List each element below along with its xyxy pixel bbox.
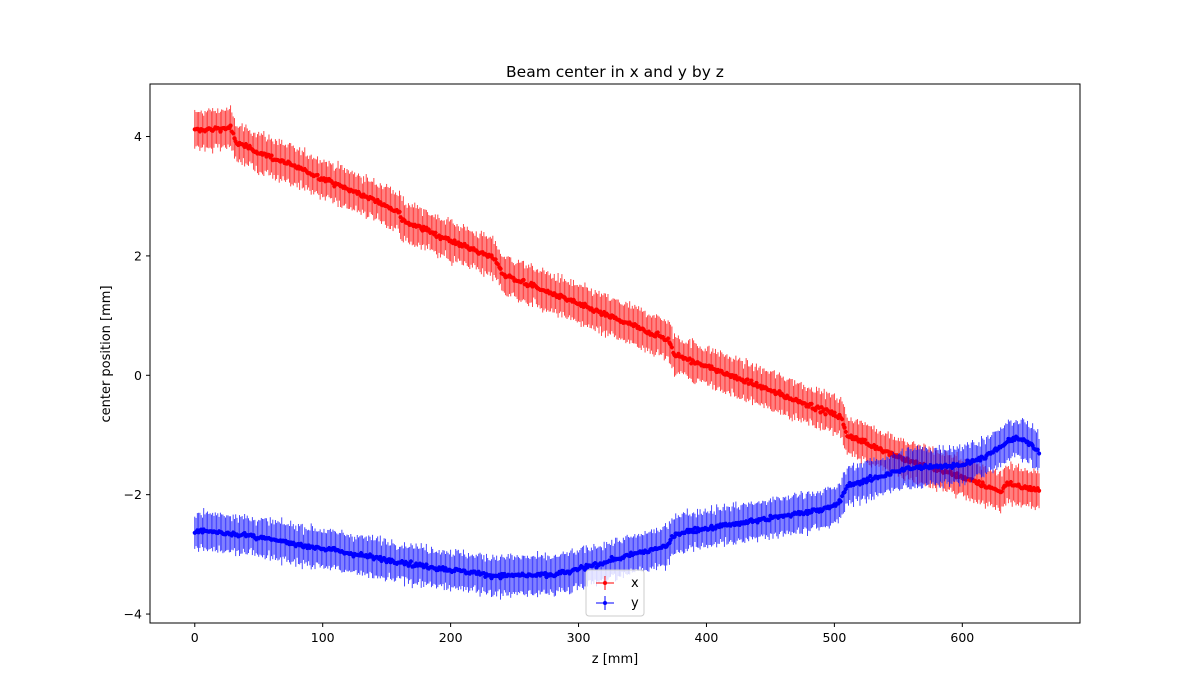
data-point bbox=[665, 336, 671, 341]
chart-title: Beam center in x and y by z bbox=[506, 63, 724, 81]
data-point bbox=[269, 153, 274, 158]
data-point bbox=[1036, 451, 1042, 456]
data-point bbox=[862, 437, 868, 442]
y-tick-label: 4 bbox=[134, 129, 142, 144]
legend: x y bbox=[585, 569, 645, 617]
data-point bbox=[809, 401, 814, 406]
legend-entry-y: y bbox=[596, 596, 639, 611]
x-tick-label: 500 bbox=[822, 630, 846, 645]
data-point bbox=[424, 562, 429, 567]
data-point bbox=[667, 540, 672, 546]
legend-frame bbox=[585, 569, 645, 617]
data-point bbox=[978, 458, 983, 463]
data-point bbox=[397, 209, 402, 214]
data-point bbox=[582, 567, 588, 572]
y-axis: −4 −2 0 2 4 bbox=[124, 129, 150, 622]
data-point bbox=[868, 473, 873, 479]
plot-area bbox=[149, 83, 1081, 624]
data-point bbox=[521, 277, 526, 283]
legend-label-y: y bbox=[631, 596, 639, 611]
y-tick-label: −2 bbox=[124, 487, 142, 502]
data-point bbox=[655, 330, 660, 335]
series-y-points bbox=[192, 434, 1042, 581]
series-y bbox=[192, 418, 1042, 600]
data-point bbox=[838, 499, 843, 504]
x-tick-label: 100 bbox=[311, 630, 335, 645]
data-point bbox=[498, 266, 503, 271]
data-point bbox=[231, 131, 236, 136]
data-point bbox=[1035, 447, 1040, 452]
y-tick-label: −4 bbox=[124, 607, 142, 622]
series-x bbox=[192, 105, 1042, 514]
data-point bbox=[493, 257, 498, 262]
data-point bbox=[964, 461, 969, 467]
data-point bbox=[669, 345, 675, 350]
axes-frame bbox=[149, 83, 1081, 624]
data-point bbox=[754, 380, 759, 386]
x-axis-label: z [mm] bbox=[592, 652, 638, 667]
x-tick-label: 200 bbox=[439, 630, 463, 645]
y-tick-label: 2 bbox=[134, 248, 142, 263]
x-axis: 0 100 200 300 400 500 600 bbox=[191, 623, 974, 645]
data-point bbox=[823, 412, 828, 417]
series-layer bbox=[192, 105, 1042, 600]
data-point bbox=[315, 172, 320, 178]
x-tick-label: 600 bbox=[950, 630, 974, 645]
legend-marker-y-dot bbox=[603, 601, 607, 605]
data-point bbox=[860, 481, 865, 486]
data-point bbox=[495, 262, 501, 267]
x-tick-label: 0 bbox=[191, 630, 199, 645]
data-point bbox=[672, 534, 677, 539]
legend-marker-x-dot bbox=[603, 581, 607, 585]
data-point bbox=[832, 410, 837, 415]
data-point bbox=[842, 425, 847, 430]
series-x-errorbars bbox=[194, 105, 1040, 514]
data-point bbox=[1008, 479, 1014, 485]
data-point bbox=[452, 238, 457, 243]
data-point bbox=[745, 377, 750, 382]
y-axis-label: center position [mm] bbox=[99, 285, 114, 422]
legend-label-x: x bbox=[631, 576, 639, 591]
data-point bbox=[228, 123, 233, 128]
data-point bbox=[433, 230, 438, 235]
data-point bbox=[1028, 484, 1033, 490]
y-tick-label: 0 bbox=[134, 368, 142, 383]
data-point bbox=[976, 479, 982, 484]
data-point bbox=[839, 417, 845, 422]
data-point bbox=[999, 489, 1005, 494]
data-point bbox=[408, 559, 414, 564]
legend-entry-x: x bbox=[596, 576, 639, 591]
data-point bbox=[839, 493, 845, 499]
x-tick-label: 300 bbox=[567, 630, 591, 645]
data-point bbox=[1036, 488, 1042, 493]
data-point bbox=[668, 537, 673, 542]
data-point bbox=[749, 378, 754, 383]
data-point bbox=[426, 227, 431, 232]
x-tick-label: 400 bbox=[695, 630, 719, 645]
data-point bbox=[843, 429, 849, 435]
data-point bbox=[888, 472, 893, 477]
